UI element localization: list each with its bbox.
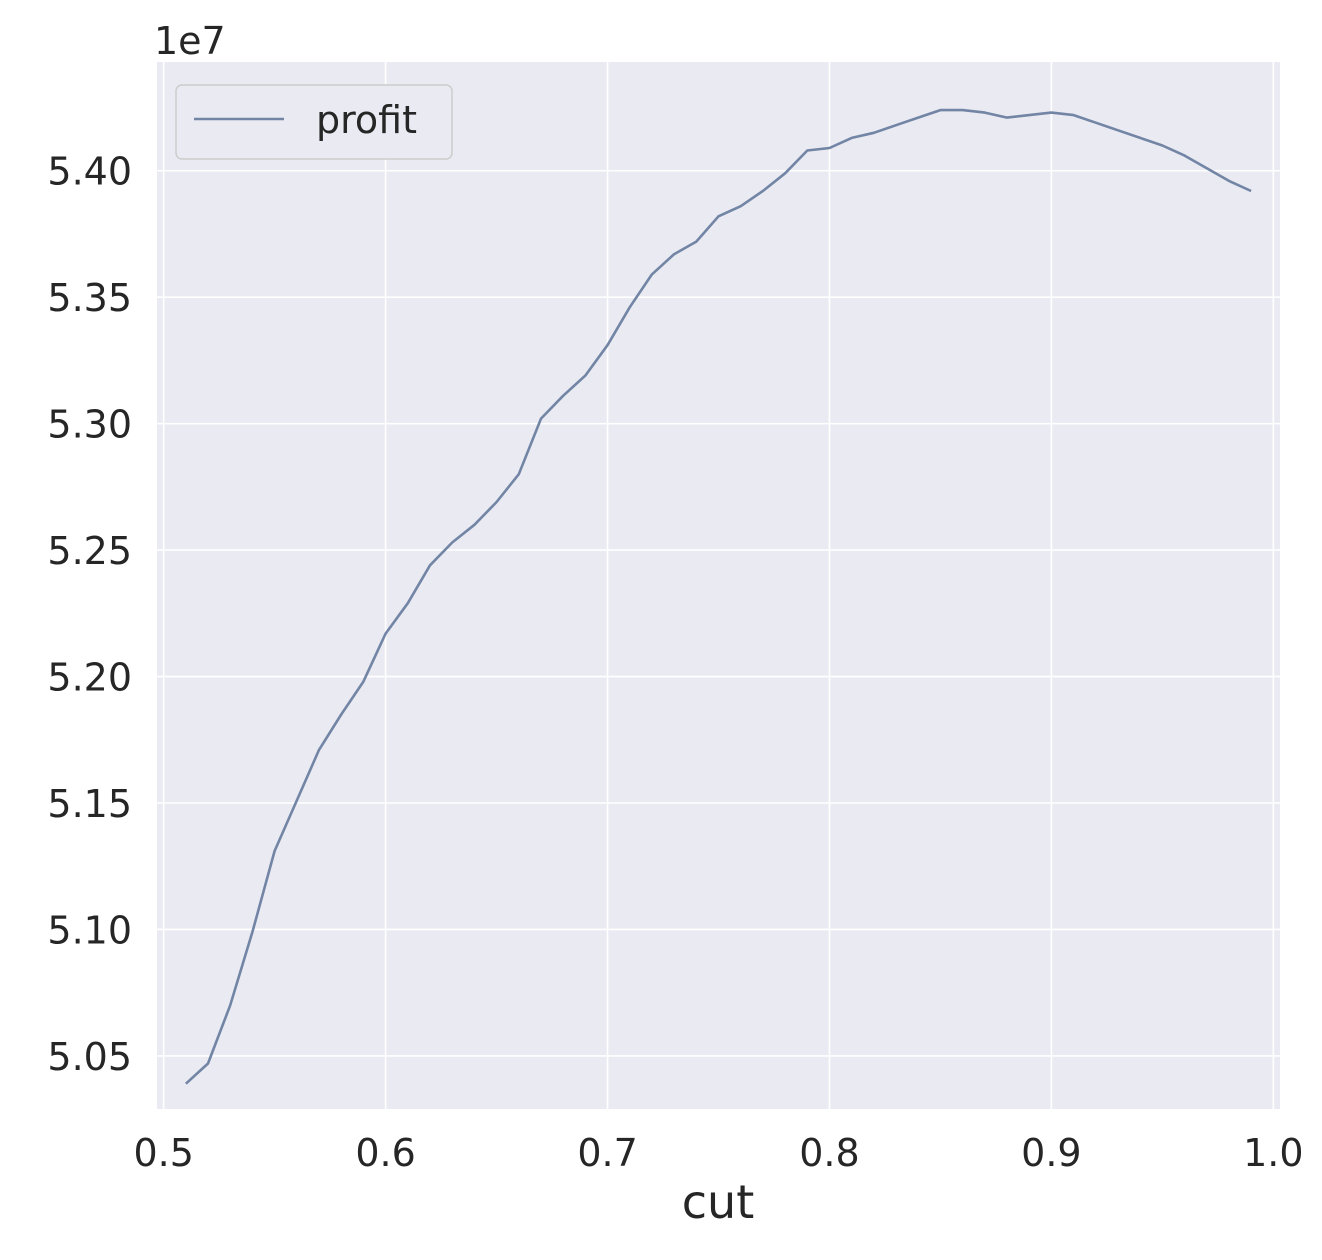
series-layer (185, 108, 1252, 1085)
legend-box (175, 84, 453, 160)
series-line-profit (185, 108, 1252, 1085)
x-tick-label: 0.8 (799, 1131, 859, 1175)
x-tick-label: 1.0 (1243, 1131, 1303, 1175)
y-tick-label: 5.30 (47, 403, 132, 447)
x-tick-label: 0.6 (355, 1131, 415, 1175)
y-tick-labels: 5.05 5.10 5.15 5.20 5.25 5.30 5.35 5.40 (47, 150, 132, 1079)
y-tick-label: 5.35 (47, 276, 132, 320)
y-tick-label: 5.20 (47, 656, 132, 700)
y-tick-label: 5.05 (47, 1035, 132, 1079)
x-tick-label: 0.5 (133, 1131, 193, 1175)
y-tick-label: 5.25 (47, 529, 132, 573)
x-tick-label: 0.9 (1021, 1131, 1081, 1175)
y-tick-label: 5.10 (47, 908, 132, 952)
x-tick-label: 0.7 (577, 1131, 637, 1175)
legend-label: profit (316, 98, 417, 142)
plot-area (157, 62, 1280, 1109)
x-axis-label: cut (682, 1175, 754, 1229)
legend: profit (175, 84, 453, 160)
grid-lines (157, 62, 1280, 1109)
y-tick-label: 5.15 (47, 782, 132, 826)
x-tick-labels: 0.5 0.6 0.7 0.8 0.9 1.0 (133, 1131, 1303, 1175)
y-axis-offset-label: 1e7 (154, 19, 226, 63)
y-tick-label: 5.40 (47, 150, 132, 194)
